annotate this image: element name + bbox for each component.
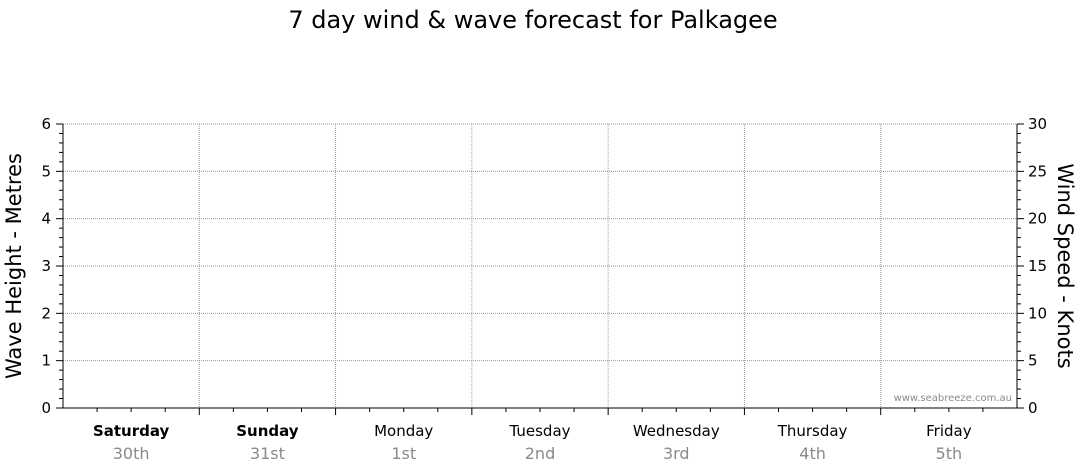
- date-label: 31st: [250, 444, 285, 463]
- left-tick-label: 6: [41, 115, 51, 133]
- left-tick-label: 5: [41, 162, 51, 180]
- right-tick-label: 0: [1028, 399, 1038, 417]
- left-tick-label: 0: [41, 399, 51, 417]
- left-tick-label: 2: [41, 304, 51, 322]
- date-label: 3rd: [663, 444, 690, 463]
- right-tick-label: 5: [1028, 352, 1038, 370]
- date-label: 5th: [936, 444, 963, 463]
- left-axis-ticks: 0 1 2 3 4 5 6: [41, 115, 63, 417]
- day-label: Sunday: [236, 422, 299, 440]
- day-label: Thursday: [777, 422, 848, 440]
- date-label: 1st: [391, 444, 416, 463]
- left-axis-label: Wave Height - Metres: [2, 153, 26, 379]
- date-label: 4th: [799, 444, 826, 463]
- right-tick-label: 20: [1028, 210, 1047, 228]
- left-tick-label: 3: [41, 257, 51, 275]
- grid-lines: [63, 123, 1017, 408]
- right-axis-ticks: 0 5 10 15 20 25 30: [1017, 115, 1047, 417]
- day-label: Friday: [926, 422, 972, 440]
- left-tick-label: 1: [41, 352, 51, 370]
- watermark: www.seabreeze.com.au: [894, 393, 1012, 404]
- date-label: 30th: [113, 444, 150, 463]
- date-label: 2nd: [525, 444, 555, 463]
- day-label: Monday: [374, 422, 433, 440]
- left-tick-label: 4: [41, 210, 51, 228]
- chart-title: 7 day wind & wave forecast for Palkagee: [288, 6, 777, 34]
- right-tick-label: 15: [1028, 257, 1047, 275]
- right-tick-label: 10: [1028, 304, 1047, 322]
- day-labels: Saturday 30th Sunday 31st Monday 1st Tuesday 2n…: [93, 422, 972, 463]
- day-label: Tuesday: [508, 422, 570, 440]
- day-label: Wednesday: [633, 422, 720, 440]
- right-tick-label: 30: [1028, 115, 1047, 133]
- axes: [62, 124, 1018, 415]
- day-label: Saturday: [93, 422, 170, 440]
- right-axis-label: Wind Speed - Knots: [1053, 163, 1077, 368]
- right-tick-label: 25: [1028, 162, 1047, 180]
